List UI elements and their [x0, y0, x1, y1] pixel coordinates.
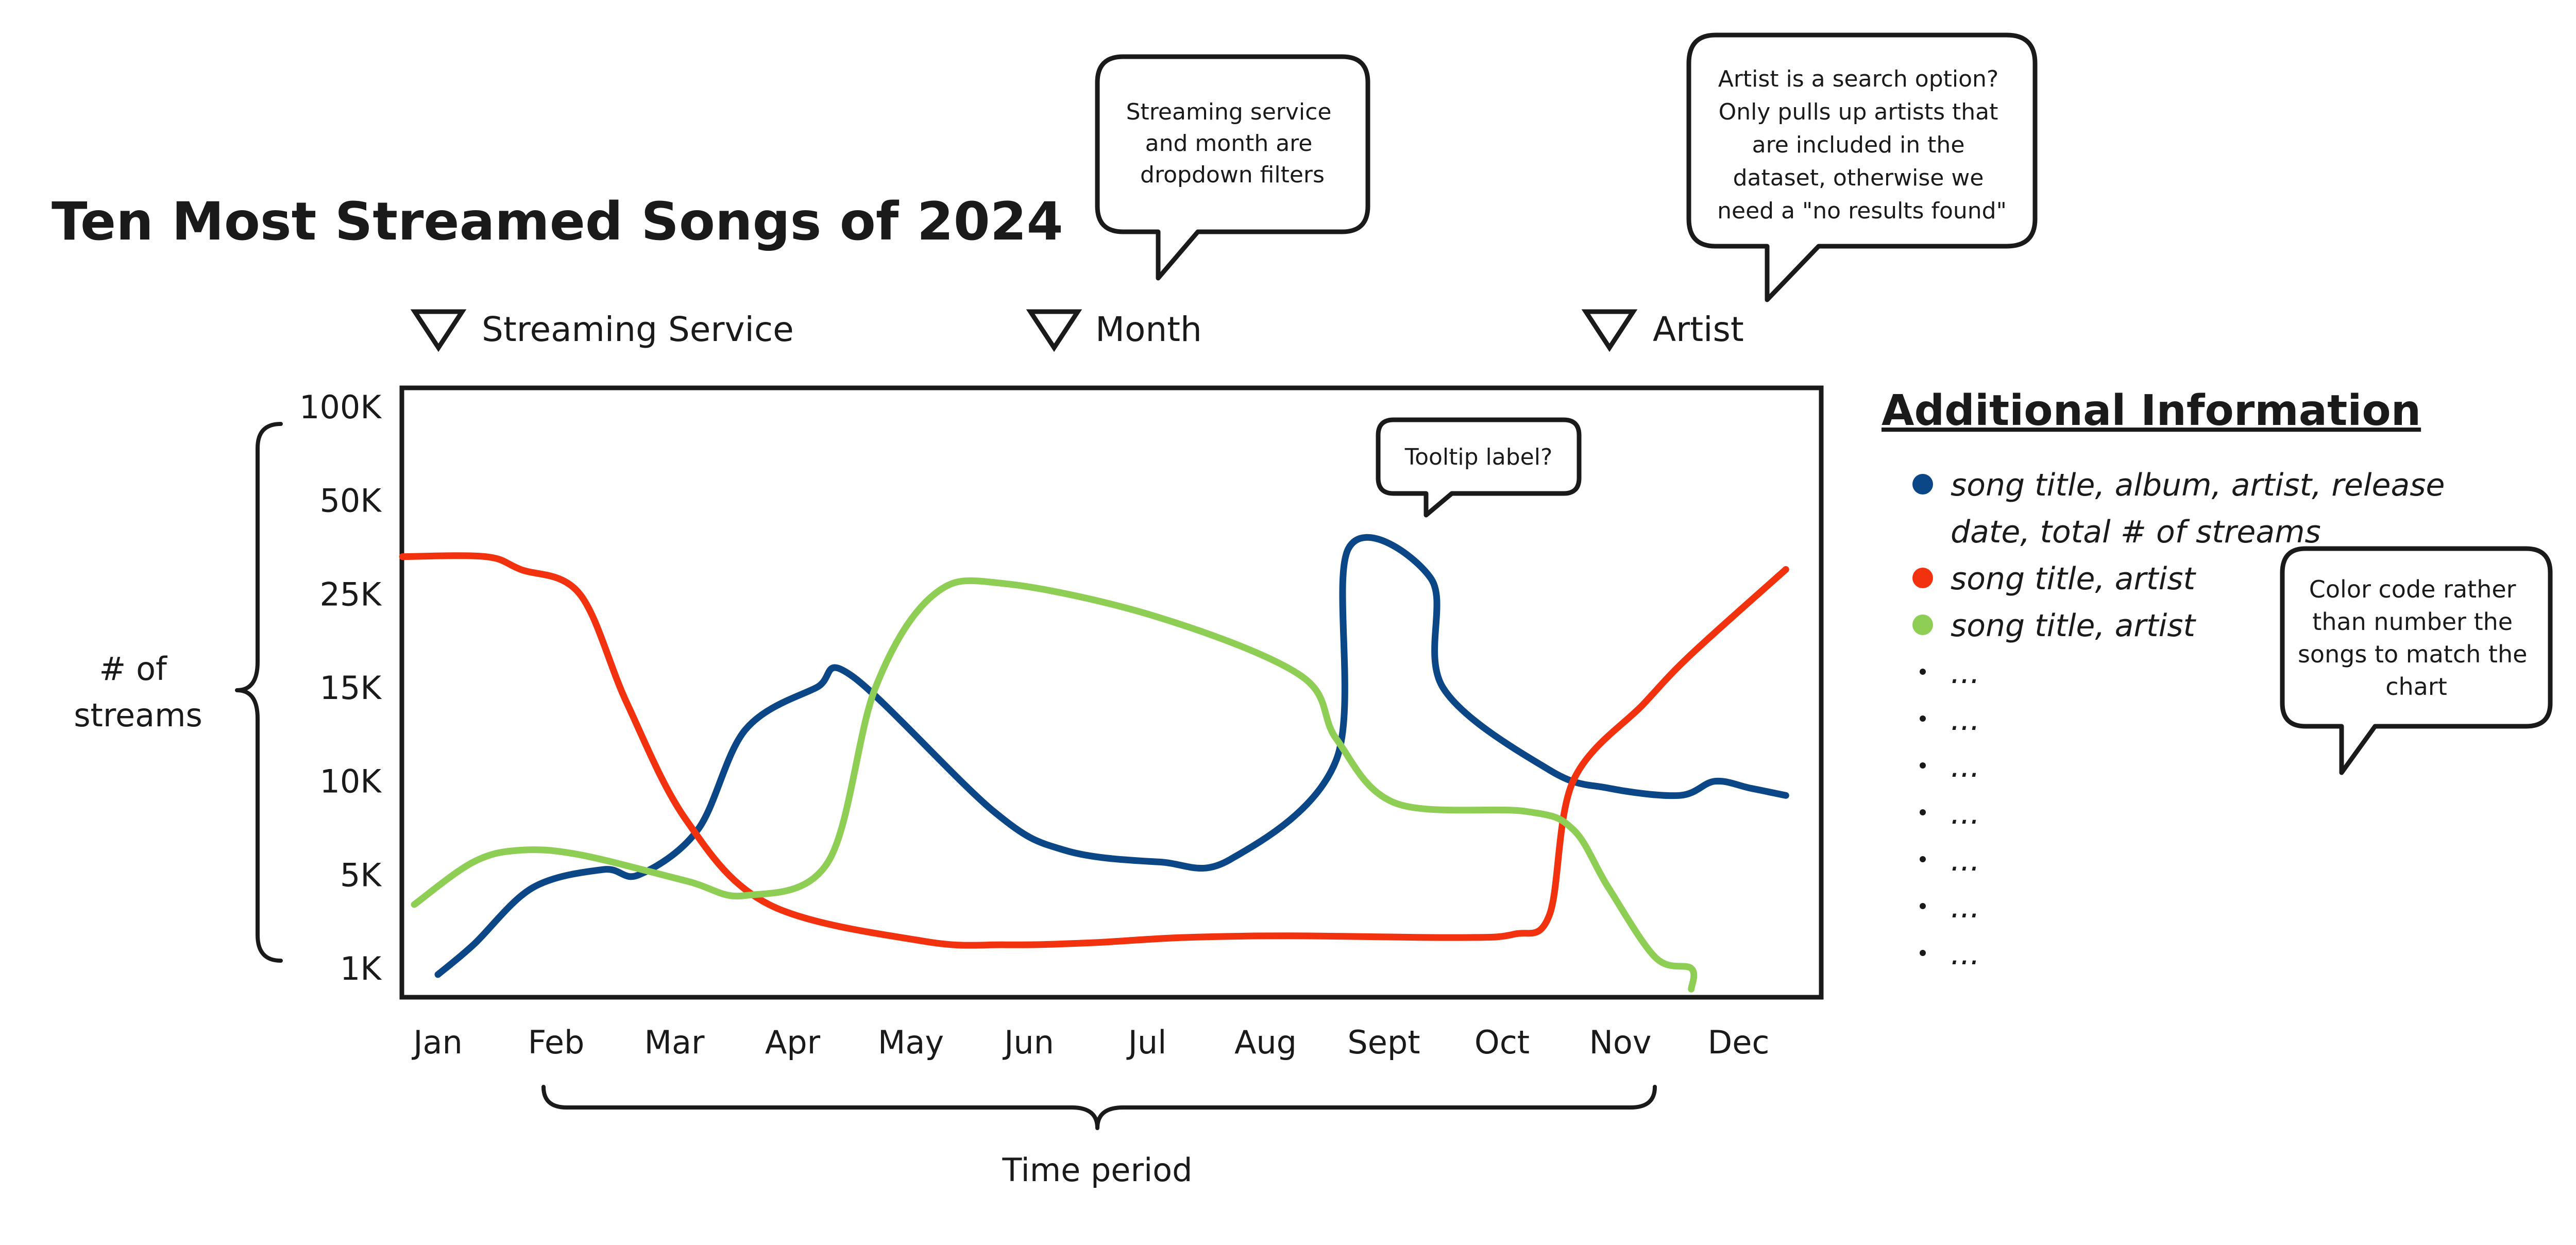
info-item-text: ... — [1951, 748, 1980, 784]
page-title: Ten Most Streamed Songs of 2024 — [52, 191, 1063, 252]
y-tick-label: 10K — [319, 763, 382, 800]
x-axis-brace — [541, 1085, 1657, 1130]
x-axis-ticks: Jan Feb Mar Apr May Jun Jul Aug Sept Oct Nov Dec — [411, 1024, 1769, 1061]
y-tick-label: 100K — [299, 388, 382, 426]
callout-filters-note: Streaming service and month are dropdown… — [1095, 54, 1370, 281]
info-item-text: ... — [1951, 936, 1980, 972]
x-tick-label: Feb — [528, 1024, 585, 1061]
speech-bubble — [1095, 54, 1370, 281]
info-item-text: song title, album, artist, release — [1951, 467, 2445, 503]
callout-text: Tooltip label? — [1404, 444, 1553, 470]
callout-line: Streaming service — [1126, 99, 1332, 125]
callout-line: are included in the — [1752, 132, 1965, 158]
info-item: ... — [1920, 842, 1980, 878]
x-tick-label: Oct — [1475, 1024, 1530, 1061]
callout-line: than number the — [2312, 608, 2513, 636]
info-item: ... — [1920, 748, 1980, 784]
info-list: song title, album, artist, release date, … — [1912, 467, 2445, 972]
callout-line: need a "no results found" — [1717, 198, 2007, 224]
y-axis-brace — [235, 422, 283, 963]
callout-line: Only pulls up artists that — [1719, 99, 1998, 125]
info-item-text: date, total # of streams — [1951, 514, 2321, 550]
bullet-icon — [1920, 856, 1926, 862]
info-item-text: song title, artist — [1951, 561, 2196, 597]
x-tick-label: Jun — [1002, 1024, 1054, 1061]
callout-color-code-note: Color code rather than number the songs … — [2280, 546, 2553, 775]
info-item-text: ... — [1951, 655, 1980, 691]
info-item-text: ... — [1951, 889, 1980, 925]
dropdown-arrow-icon[interactable] — [410, 309, 467, 352]
x-tick-label: Jan — [411, 1024, 463, 1061]
bullet-icon — [1920, 950, 1926, 956]
callout-line: and month are — [1145, 130, 1313, 157]
legend-swatch-icon — [1912, 615, 1933, 635]
filter-label: Month — [1095, 310, 1202, 349]
x-tick-label: Nov — [1589, 1024, 1651, 1061]
callout-line: songs to match the — [2298, 640, 2527, 668]
y-tick-label: 15K — [319, 669, 382, 707]
bullet-icon — [1920, 903, 1926, 909]
filter-month[interactable]: Month — [1026, 309, 1202, 352]
info-item: song title, artist — [1912, 608, 2196, 644]
info-item: ... — [1920, 889, 1980, 925]
speech-bubble — [1686, 32, 2038, 302]
callout-text: Color code rather than number the songs … — [2298, 575, 2535, 701]
x-tick-label: Sept — [1347, 1024, 1420, 1061]
info-item: ... — [1920, 702, 1980, 738]
bullet-icon — [1920, 715, 1926, 722]
bullet-icon — [1920, 669, 1926, 675]
info-item: ... — [1920, 795, 1980, 831]
info-item: ... — [1920, 655, 1980, 691]
legend-swatch-icon — [1912, 474, 1933, 494]
y-axis-title-line: streams — [74, 696, 202, 734]
series-line-red[interactable] — [399, 552, 1789, 949]
callout-line: Artist is a search option? — [1718, 66, 1999, 92]
filter-label: Artist — [1653, 310, 1744, 349]
info-item: song title, artist — [1912, 561, 2196, 597]
info-title: Additional Information — [1882, 386, 2421, 435]
series-layer — [399, 534, 1789, 993]
y-axis-ticks: 100K 50K 25K 15K 10K 5K 1K — [299, 388, 382, 987]
bullet-icon — [1920, 809, 1926, 815]
filter-streaming-service[interactable]: Streaming Service — [410, 309, 794, 352]
x-tick-label: Mar — [645, 1024, 705, 1061]
info-item-text: ... — [1951, 795, 1980, 831]
filter-label: Streaming Service — [482, 310, 794, 349]
x-tick-label: Aug — [1234, 1024, 1297, 1061]
plot-frame — [399, 385, 1824, 1000]
info-item-text: ... — [1951, 702, 1980, 738]
dropdown-arrow-icon[interactable] — [1581, 309, 1638, 352]
x-tick-label: Jul — [1126, 1024, 1167, 1061]
info-item: ... — [1920, 936, 1980, 972]
y-axis-title: # of streams — [74, 650, 202, 734]
info-item: song title, album, artist, release date, … — [1912, 467, 2445, 550]
x-tick-label: Apr — [765, 1024, 821, 1061]
callout-line: dropdown filters — [1140, 162, 1325, 188]
bullet-icon — [1920, 762, 1926, 769]
y-tick-label: 25K — [319, 575, 382, 613]
callout-line: chart — [2385, 673, 2447, 701]
filter-artist[interactable]: Artist — [1581, 309, 1744, 352]
y-axis-title-line: # of — [99, 650, 168, 688]
callout-line: dataset, otherwise we — [1733, 165, 1984, 191]
series-line-green[interactable] — [411, 577, 1698, 993]
callout-text: Streaming service and month are dropdown… — [1126, 99, 1339, 188]
callout-text: Artist is a search option? Only pulls up… — [1717, 66, 2007, 224]
y-tick-label: 50K — [319, 482, 382, 520]
info-item-text: ... — [1951, 842, 1980, 878]
x-axis-title: Time period — [1002, 1151, 1193, 1189]
callout-tooltip-note: Tooltip label? — [1376, 417, 1582, 518]
x-tick-label: Dec — [1708, 1024, 1770, 1061]
callout-line: Color code rather — [2309, 575, 2516, 603]
callout-artist-note: Artist is a search option? Only pulls up… — [1686, 32, 2038, 302]
x-tick-label: May — [878, 1024, 944, 1061]
dropdown-arrow-icon[interactable] — [1026, 309, 1082, 352]
speech-bubble — [2280, 546, 2553, 775]
y-tick-label: 1K — [340, 950, 382, 987]
legend-swatch-icon — [1912, 568, 1933, 588]
tooltip-bubble — [1376, 417, 1582, 518]
y-tick-label: 5K — [340, 856, 382, 894]
info-item-text: song title, artist — [1951, 608, 2196, 644]
